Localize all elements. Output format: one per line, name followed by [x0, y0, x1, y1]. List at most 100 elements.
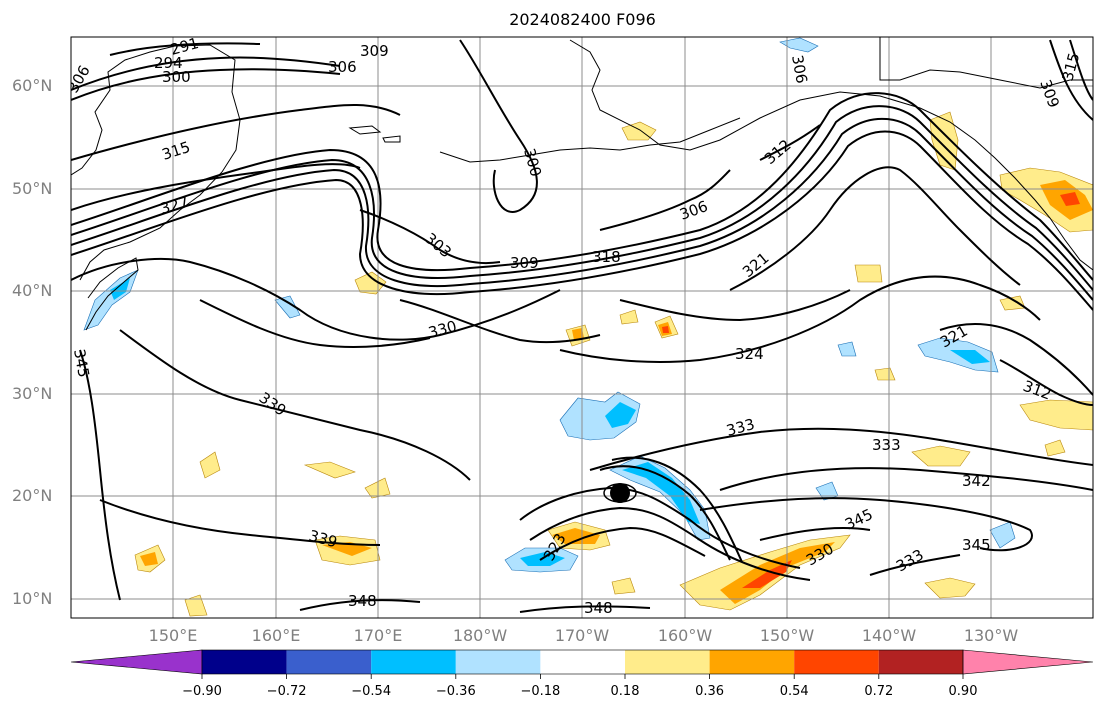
- lon-label: 170°W: [554, 626, 610, 645]
- contour-nw-3: [109, 42, 261, 56]
- yellow-blob-small2: [854, 264, 883, 283]
- red-shading: [662, 192, 1080, 588]
- yellow-blob-east2: [911, 445, 971, 467]
- lon-label: 130°W: [963, 626, 1019, 645]
- lat-label: 20°N: [12, 486, 53, 505]
- height-contours: [71, 39, 1093, 613]
- colorbar-bin: [878, 650, 964, 674]
- lat-label: 10°N: [12, 589, 53, 608]
- contour-label: 291: [168, 34, 200, 59]
- colorbar-tick-label: −0.54: [351, 684, 392, 699]
- asia-coast: [71, 44, 241, 281]
- contour-label: 294: [154, 54, 183, 72]
- lon-label: 150°W: [759, 626, 815, 645]
- yellow-blob-mid5: [1044, 439, 1066, 457]
- colorbar-tick-label: 0.36: [695, 684, 725, 699]
- colorbar-ticks: [201, 674, 964, 679]
- yellow-blob-south1: [184, 594, 208, 617]
- blue-blob-north: [779, 37, 819, 53]
- contour-storm-4: [599, 465, 731, 561]
- contour-mid-3: [619, 289, 851, 322]
- contour-348b: [519, 605, 651, 613]
- blue-blob-storm: [609, 455, 711, 541]
- yellow-blob-mid6: [619, 309, 639, 325]
- contour-300: [459, 39, 538, 213]
- contour-label: 318: [592, 248, 621, 266]
- contour-321b: [939, 323, 1093, 396]
- colorbar-bin: [625, 650, 710, 674]
- contour-label: 348: [584, 599, 613, 617]
- yellow-blob-east: [1019, 399, 1093, 431]
- contour-333a: [589, 427, 1093, 471]
- plot-frame: [70, 36, 1094, 619]
- contour-label: 345: [70, 348, 93, 379]
- contour-306: [599, 169, 731, 231]
- contour-345w: [79, 349, 121, 601]
- colorbar-extend-low: [70, 649, 203, 675]
- contour-342: [719, 467, 1093, 491]
- contour-nw-2: [71, 68, 341, 101]
- lat-label: 50°N: [12, 179, 53, 198]
- contour-mid-2: [399, 299, 601, 344]
- lon-label: 160°W: [657, 626, 713, 645]
- contour-339b: [99, 499, 381, 546]
- colorbar-tick-label: 0.54: [779, 684, 809, 699]
- colorbar-tick-label: −0.18: [520, 684, 561, 699]
- contour-312b: [999, 359, 1093, 406]
- coastlines: [71, 37, 1093, 331]
- lon-label: 160°E: [251, 626, 301, 645]
- contour-jet-3: [71, 118, 1093, 301]
- colorbar-tick-label: −0.36: [435, 684, 476, 699]
- blue-blob-small1: [274, 295, 301, 319]
- lon-label: 170°E: [353, 626, 403, 645]
- colorbar-extend-high: [962, 649, 1094, 675]
- yellow-blob-mid3: [874, 367, 896, 381]
- contour-ne-2: [1069, 39, 1093, 101]
- colorbar-bin: [455, 650, 541, 674]
- aleutians: [439, 117, 741, 163]
- contour-label: 309: [360, 42, 389, 60]
- contour-storm-3: [539, 526, 706, 561]
- lon-label: 140°W: [861, 626, 917, 645]
- contour-label: 333: [872, 436, 901, 454]
- contour-ne-1: [1049, 39, 1093, 121]
- contour-jet-4: [71, 130, 1093, 311]
- contour-storm-2: [529, 506, 811, 581]
- blue-blob-se: [989, 521, 1016, 549]
- contour-312: [759, 124, 821, 161]
- islands-2: [382, 135, 401, 143]
- contour-label: 309: [510, 254, 539, 272]
- yellow-blob-west4: [303, 461, 356, 479]
- colorbar-frame: [201, 649, 964, 675]
- lat-label: 40°N: [12, 281, 53, 300]
- contour-storm-5: [611, 456, 743, 563]
- storm-center: [603, 483, 637, 503]
- colorbar: [70, 649, 1094, 679]
- colorbar-bin: [286, 650, 372, 674]
- lat-label: 30°N: [12, 384, 53, 403]
- japan-coast: [85, 257, 139, 331]
- colorbar-bin: [709, 650, 795, 674]
- contour-label: 300: [162, 68, 191, 86]
- contour-339a: [119, 329, 471, 481]
- contour-label: 342: [962, 472, 991, 490]
- contour-label: 345: [962, 536, 991, 554]
- yellow-blob-se: [924, 577, 976, 599]
- yellow-blob-south2: [611, 577, 636, 595]
- lon-label: 180°W: [452, 626, 508, 645]
- colorbar-bin: [540, 650, 625, 674]
- colorbar-tick-label: 0.72: [864, 684, 894, 699]
- nw-coast: [879, 37, 1093, 89]
- colorbar-bin: [202, 650, 287, 674]
- yellow-blob-west3: [199, 451, 221, 479]
- negative-core: [110, 278, 990, 566]
- blue-blob-small3: [837, 341, 857, 357]
- contour-315: [71, 104, 401, 161]
- colorbar-tick-label: 0.90: [948, 684, 978, 699]
- lat-label: 60°N: [12, 76, 53, 95]
- contour-jet-1: [71, 92, 1093, 281]
- colorbar-tick-label: 0.18: [610, 684, 640, 699]
- islands-1: [348, 125, 382, 135]
- contour-label: 306: [788, 54, 811, 85]
